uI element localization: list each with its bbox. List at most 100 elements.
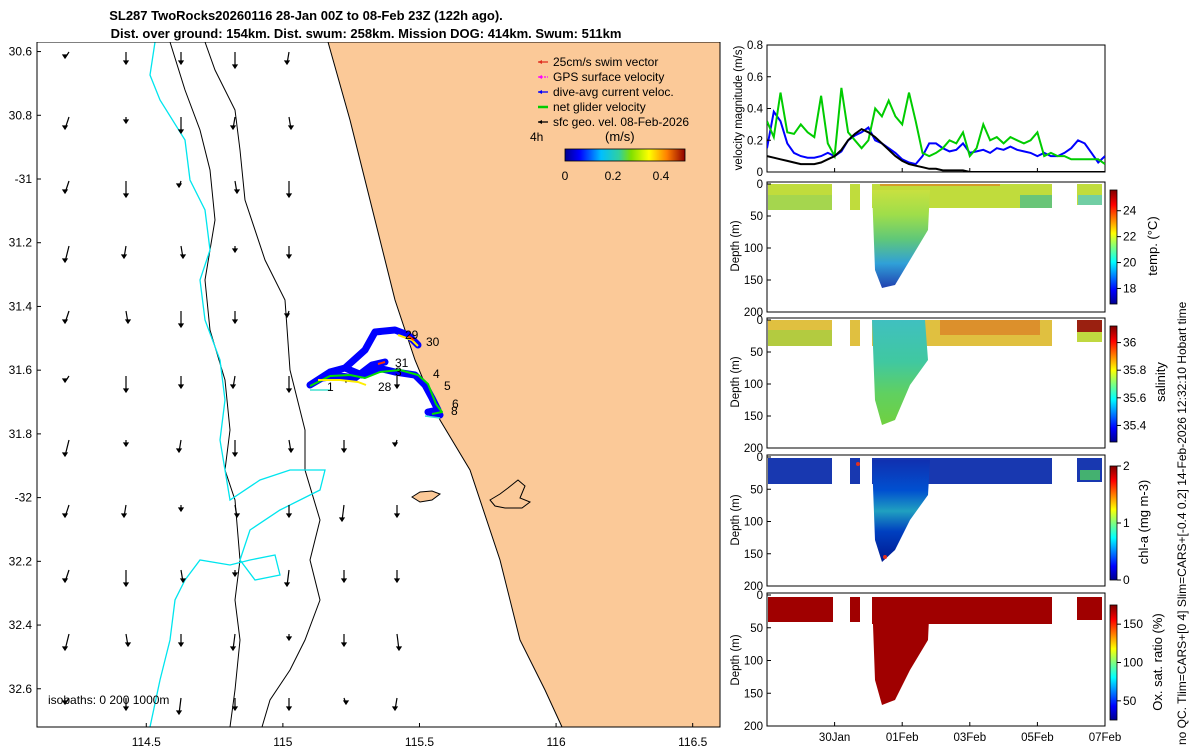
oxygen-ylabel: Depth (m)	[730, 634, 742, 685]
day-label: 5	[444, 379, 451, 393]
colorbar-units: (m/s)	[605, 129, 635, 144]
lon-tick-label: 115	[273, 735, 292, 749]
lon-tick-label: 115.5	[405, 735, 434, 749]
date-tick: 05Feb	[1021, 732, 1054, 744]
date-tick: 01Feb	[886, 732, 919, 744]
day-label: 8	[451, 404, 458, 418]
colorbar-tick: 2	[1123, 459, 1130, 473]
lat-tick-label: 30.6	[9, 45, 33, 59]
legend-item-swim-vector: 25cm/s swim vector	[538, 55, 658, 69]
lat-tick-label: 32.6	[9, 682, 33, 696]
velocity-ytick: 0.6	[747, 72, 763, 84]
colorbar-tick: 50	[1123, 694, 1137, 708]
chlorophyll-colorbar: chl-a (mg m-3)	[1110, 466, 1151, 580]
depth-tick: 150	[744, 411, 763, 423]
lat-tick-label: 32.2	[9, 554, 33, 568]
depth-tick: 100	[744, 517, 763, 529]
velocity-ytick: 0.4	[747, 104, 764, 116]
depth-tick: 150	[744, 549, 763, 561]
date-tick: 03Feb	[953, 732, 986, 744]
lon-tick-label: 116.5	[678, 735, 707, 749]
qc-note: no QC. Tlim=CARS+[0 4] Slim=CARS+[-0.4 0…	[1175, 301, 1189, 745]
lon-tick-label: 114.5	[132, 735, 161, 749]
day-label: 29	[405, 328, 419, 342]
figure-title-line-2: Dist. over ground: 154km. Dist. swum: 25…	[6, 26, 726, 41]
lon-tick-label: 116	[547, 735, 566, 749]
svg-text:chl-a (mg m-3): chl-a (mg m-3)	[1136, 480, 1151, 565]
colorbar-tick: 24	[1123, 204, 1137, 218]
speed-colorbar-tick: 0.4	[653, 169, 670, 183]
velocity-ytick: 0	[757, 167, 763, 179]
depth-tick: 100	[744, 243, 763, 255]
lat-tick-label: 31.2	[9, 236, 33, 250]
colorbar-tick: 36	[1123, 336, 1137, 350]
svg-text:sfc geo. vel. 08-Feb-2026: sfc geo. vel. 08-Feb-2026	[553, 115, 689, 129]
depth-tick: 0	[757, 590, 763, 602]
depth-tick: 50	[750, 347, 763, 359]
depth-tick: 150	[744, 688, 763, 700]
salinity-panel: Depth (m)	[730, 318, 1105, 448]
speed-colorbar-tick: 0.2	[605, 169, 622, 183]
depth-tick: 0	[757, 452, 763, 464]
salinity-ylabel: Depth (m)	[730, 356, 742, 407]
day-label: 30	[426, 335, 440, 349]
date-tick: 07Feb	[1089, 732, 1122, 744]
velocity-ylabel: velocity magnitude (m/s)	[733, 46, 745, 171]
oxygen-panel: Depth (m)	[730, 593, 1105, 726]
velocity-ytick: 0.8	[747, 40, 763, 52]
velocity-ytick: 0.2	[747, 135, 763, 147]
depth-tick: 150	[744, 275, 763, 287]
day-label: 4	[433, 367, 440, 381]
temperature-ylabel: Depth (m)	[730, 220, 742, 271]
lat-tick-labels: 30.6 30.8 -31 31.2 31.4 31.6 31.8 -32 32.2 32.4 32…	[9, 45, 41, 696]
depth-tick: 100	[744, 656, 763, 668]
depth-tick: 50	[750, 211, 763, 223]
lat-tick-label: -32	[15, 491, 33, 505]
colorbar-tick: 22	[1123, 230, 1137, 244]
depth-tick: 0	[757, 315, 763, 327]
svg-text:salinity: salinity	[1153, 362, 1168, 402]
day-label: 1	[327, 380, 334, 394]
profile-panels: 0 0.2 0.4 0.6 0.8 velocity magnitude (m/s) D…	[722, 0, 1200, 750]
legend-item-net-glider-velocity: net glider velocity	[538, 100, 646, 114]
legend-item-gps-velocity: GPS surface velocity	[538, 70, 664, 84]
lat-tick-label: 31.4	[9, 299, 33, 313]
isobaths-label: isobaths: 0 200 1000m	[48, 693, 169, 707]
figure-title-line-1: SL287 TwoRocks20260116 28-Jan 00Z to 08-…	[6, 8, 606, 23]
legend-item-dive-avg-current: dive-avg current veloc.	[538, 85, 674, 99]
lat-tick-label: -31	[15, 172, 33, 186]
chlorophyll-panel: Depth (m)	[730, 455, 1105, 586]
speed-colorbar	[565, 149, 685, 161]
depth-tick: 100	[744, 379, 763, 391]
svg-text:net glider velocity: net glider velocity	[553, 100, 646, 114]
day-label: 28	[378, 380, 392, 394]
svg-text:Ox. sat. ratio (%): Ox. sat. ratio (%)	[1150, 613, 1165, 711]
depth-tick: 200	[744, 721, 763, 733]
speed-colorbar-tick: 0	[562, 169, 569, 183]
colorbar-tick: 35.6	[1123, 391, 1147, 405]
date-tick: 30Jan	[819, 732, 850, 744]
day-label: 3	[395, 365, 402, 379]
chlorophyll-field	[768, 458, 1102, 484]
track-map: 1 28 31 3 4 5 6 8 29 30 isobaths: 0 200 …	[0, 42, 722, 750]
svg-text:temp. (°C): temp. (°C)	[1145, 216, 1160, 275]
chlorophyll-ylabel: Depth (m)	[730, 494, 742, 545]
velocity-panel: 0 0.2 0.4 0.6 0.8 velocity magnitude (m/s)	[733, 40, 1105, 179]
depth-tick: 50	[750, 484, 763, 496]
svg-text:GPS surface velocity: GPS surface velocity	[553, 70, 664, 84]
temperature-panel: Depth (m)	[730, 182, 1105, 312]
colorbar-tick: 20	[1123, 256, 1137, 270]
lat-tick-label: 32.4	[9, 618, 33, 632]
colorbar-tick: 100	[1123, 656, 1143, 670]
arrow-scale-label: 4h	[530, 130, 543, 144]
svg-text:25cm/s swim vector: 25cm/s swim vector	[553, 55, 658, 69]
svg-text:dive-avg current veloc.: dive-avg current veloc.	[553, 85, 674, 99]
lat-tick-label: 31.6	[9, 363, 33, 377]
colorbar-tick: 0	[1123, 573, 1130, 587]
colorbar-tick: 35.8	[1123, 363, 1147, 377]
lat-tick-label: 31.8	[9, 427, 33, 441]
colorbar-tick: 1	[1123, 516, 1130, 530]
lat-tick-label: 30.8	[9, 108, 33, 122]
legend-item-sfc-geo-velocity: sfc geo. vel. 08-Feb-2026	[538, 115, 689, 129]
depth-tick: 50	[750, 623, 763, 635]
